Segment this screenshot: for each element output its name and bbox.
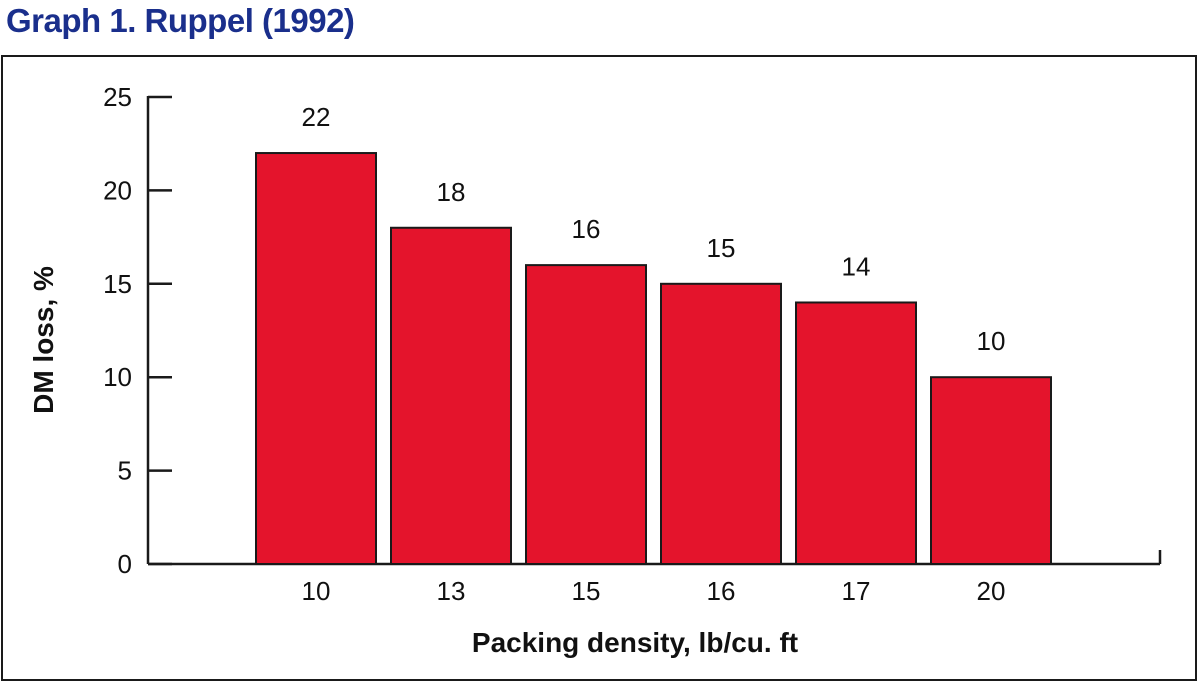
bars [255, 152, 1052, 566]
y-axis [146, 95, 172, 566]
y-tick-label-0: 0 [118, 549, 132, 579]
y-tick-label-15: 15 [103, 269, 132, 299]
chart-title: Graph 1. Ruppel (1992) [6, 2, 355, 39]
chart-frame [1, 55, 1197, 681]
y-tick-labels: 0 5 10 15 20 25 [103, 82, 132, 579]
bar-16 [660, 282, 782, 565]
bar-10 [255, 152, 377, 565]
x-tick-labels: 10 13 15 16 17 20 [302, 576, 1006, 606]
bar-value-label-15: 16 [572, 214, 601, 244]
x-tick-label-17: 17 [842, 576, 871, 606]
y-tick-label-20: 20 [103, 175, 132, 205]
bar-value-label-13: 18 [437, 177, 466, 207]
x-tick-label-13: 13 [437, 576, 466, 606]
x-axis-title: Packing density, lb/cu. ft [472, 627, 798, 658]
x-tick-label-16: 16 [707, 576, 736, 606]
x-tick-label-20: 20 [977, 576, 1006, 606]
x-tick-label-10: 10 [302, 576, 331, 606]
bar-value-label-17: 14 [842, 251, 871, 281]
bar-13 [390, 226, 512, 565]
bar-value-label-20: 10 [977, 326, 1006, 356]
y-tick-label-25: 25 [103, 82, 132, 112]
bar-value-label-10: 22 [302, 102, 331, 132]
bar-20 [930, 376, 1052, 566]
bar-17 [795, 301, 917, 565]
y-tick-label-5: 5 [118, 456, 132, 486]
bar-value-label-16: 15 [707, 233, 736, 263]
bar-labels: 22 18 16 15 14 10 [302, 102, 1006, 356]
y-tick-label-10: 10 [103, 362, 132, 392]
x-tick-label-15: 15 [572, 576, 601, 606]
bar-15 [525, 264, 647, 565]
y-axis-title: DM loss, % [28, 266, 59, 414]
